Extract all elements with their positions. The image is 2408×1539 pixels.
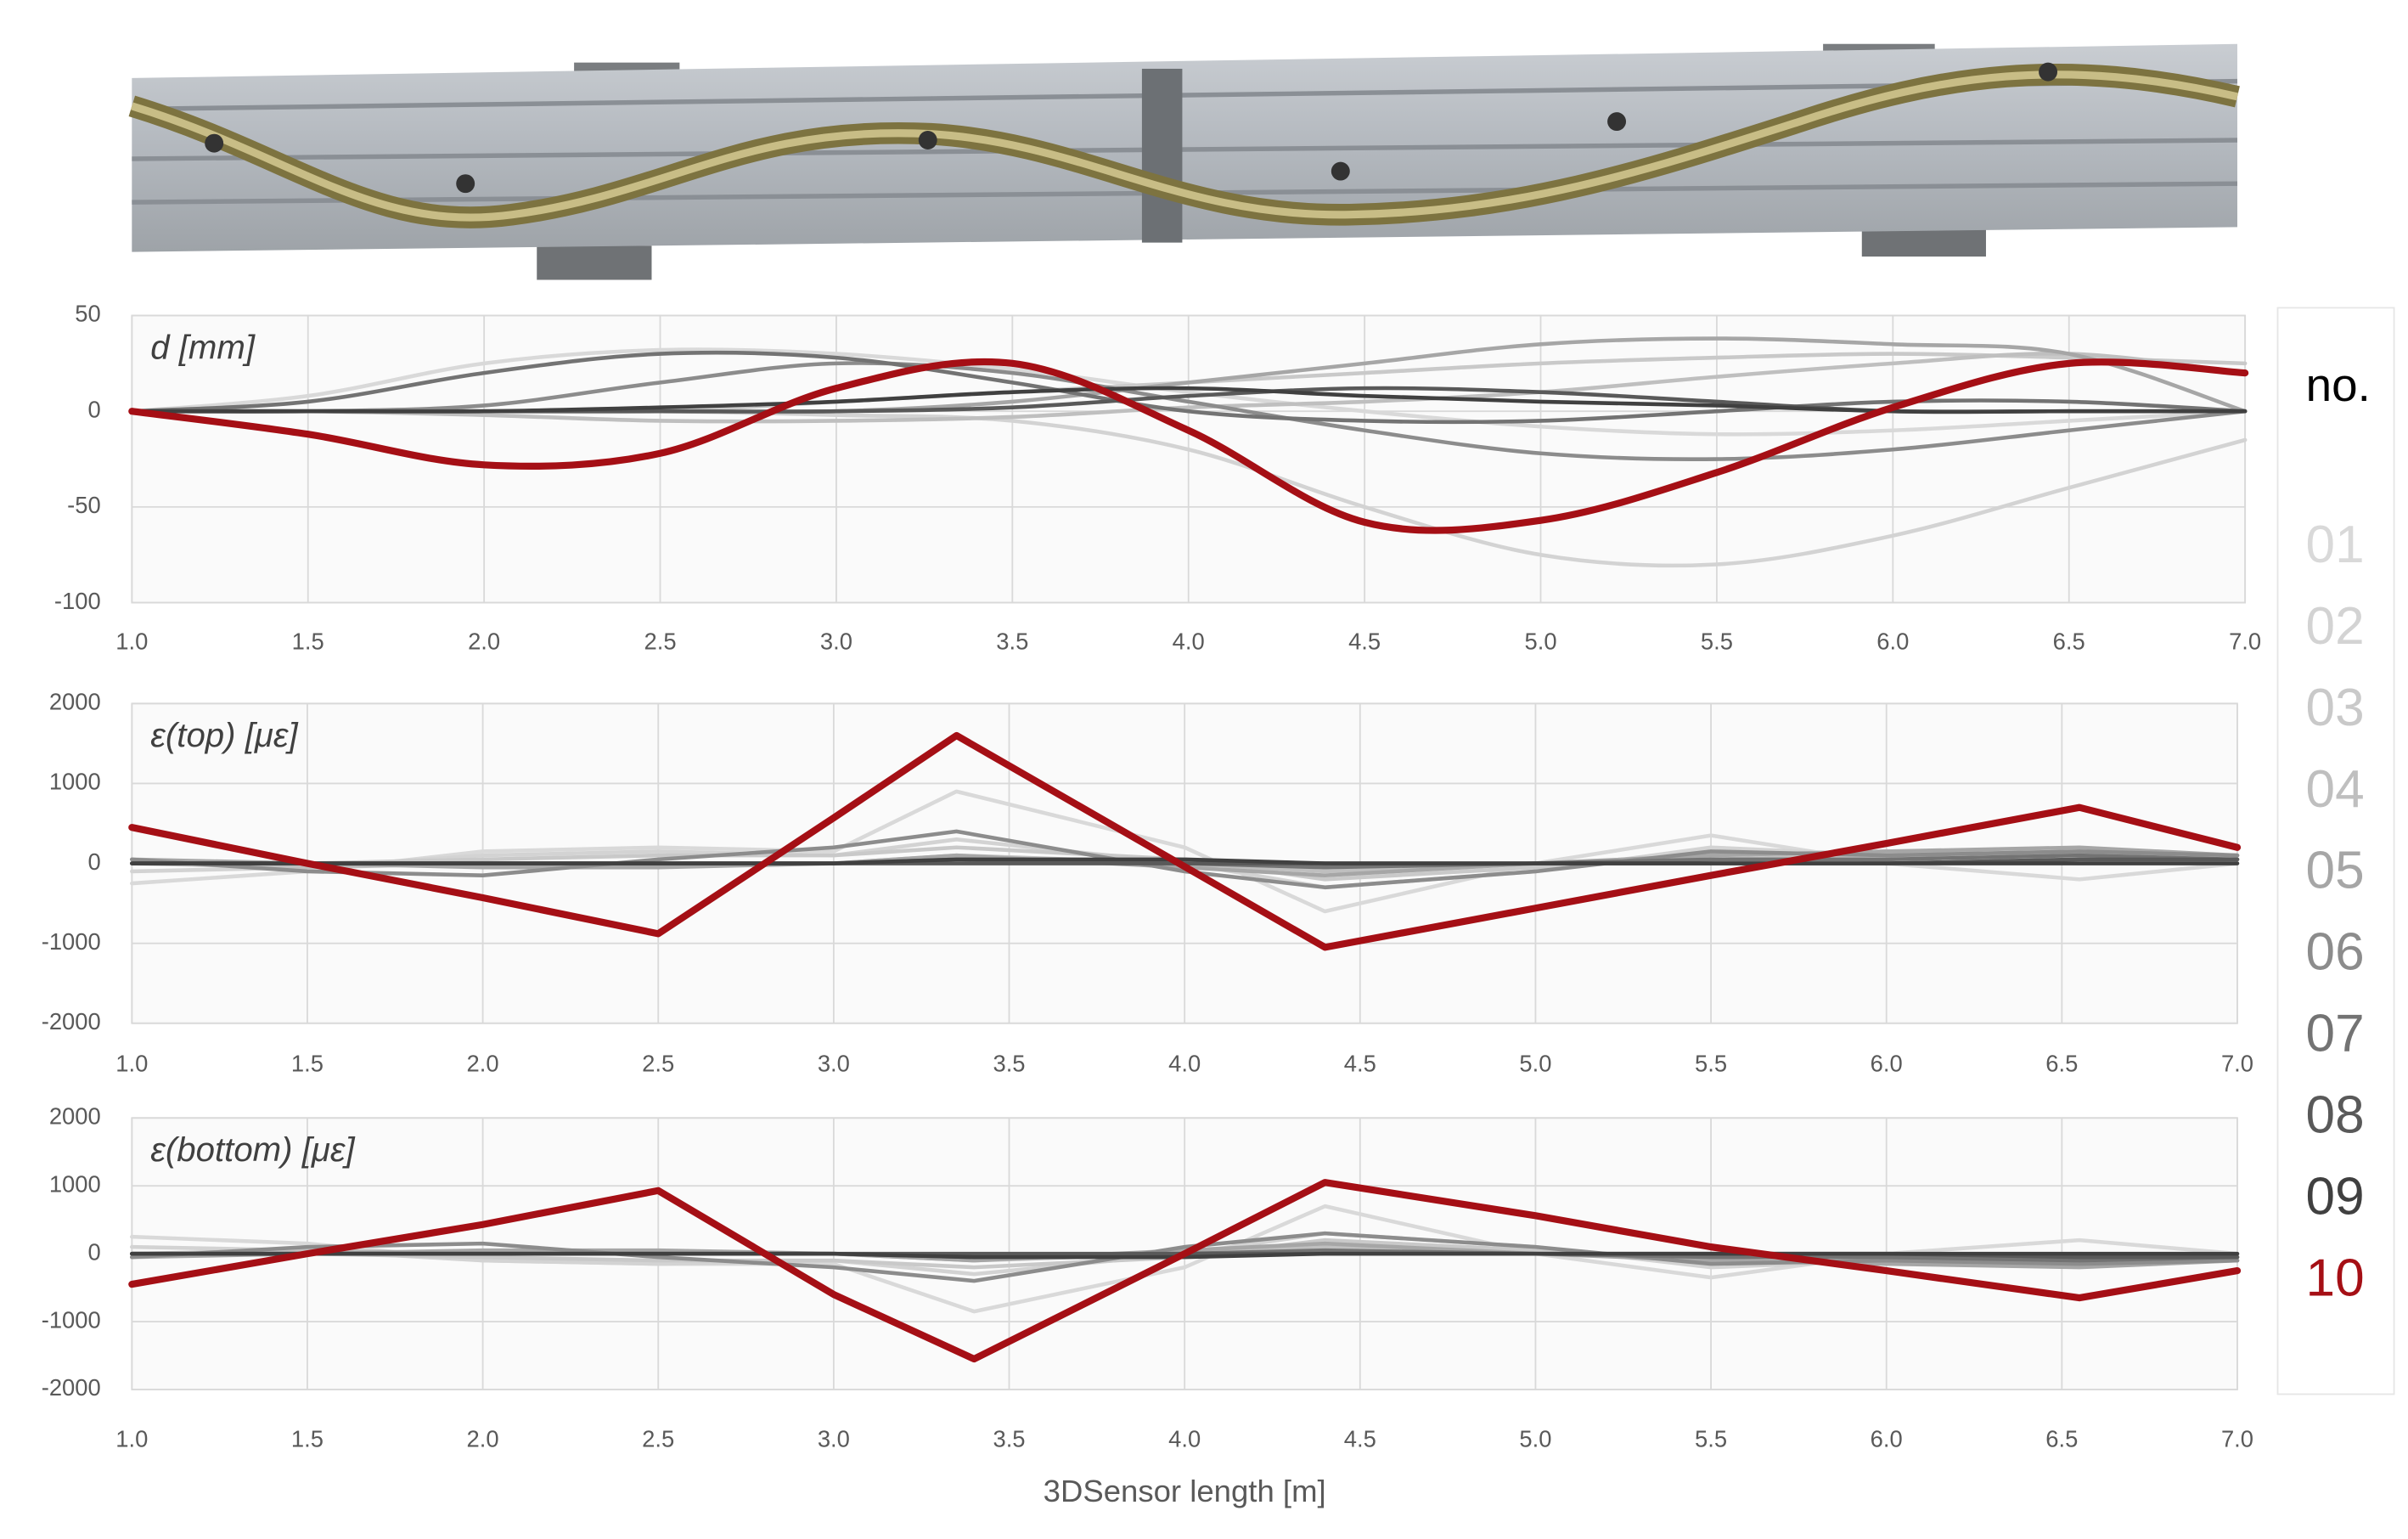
legend-label: 07	[2306, 1005, 2365, 1063]
x-tick-label: 2.0	[467, 1050, 499, 1076]
x-tick-label: 1.0	[115, 1050, 148, 1076]
y-tick-label: -50	[67, 492, 101, 518]
legend-label: 06	[2306, 923, 2365, 982]
y-tick-label: 1000	[49, 769, 101, 795]
x-tick-label: 2.5	[642, 1426, 674, 1452]
series-line	[130, 857, 2240, 865]
x-tick-label: 2.5	[642, 1050, 674, 1076]
legend-title: no.	[2306, 358, 2371, 411]
y-tick-label: 50	[75, 301, 100, 327]
x-tick-label: 6.0	[1871, 1426, 1903, 1452]
x-tick-label: 5.5	[1701, 628, 1733, 654]
x-tick-label: 2.0	[467, 1426, 499, 1452]
x-tick-label: 4.5	[1344, 1426, 1376, 1452]
x-tick-label: 5.5	[1695, 1426, 1727, 1452]
x-tick-label: 3.0	[818, 1050, 850, 1076]
x-tick-label: 4.5	[1344, 1050, 1376, 1076]
y-tick-label: 0	[88, 848, 101, 875]
x-tick-label: 3.0	[818, 1426, 850, 1452]
legend-box	[2276, 307, 2395, 1395]
legend-label: 02	[2306, 597, 2365, 656]
x-tick-label: 3.5	[993, 1050, 1025, 1076]
y-tick-label: 2000	[49, 1102, 101, 1129]
series-line	[128, 731, 2242, 951]
chart-title: d [mm]	[150, 328, 256, 366]
x-tick-label: 5.0	[1519, 1050, 1551, 1076]
legend-label: 05	[2306, 842, 2365, 900]
series-line	[130, 347, 2248, 437]
y-tick-label: -2000	[42, 1374, 101, 1401]
y-tick-label: 2000	[49, 689, 101, 715]
y-tick-label: -2000	[42, 1008, 101, 1034]
x-tick-label: 6.0	[1871, 1050, 1903, 1076]
x-tick-label: 7.0	[2229, 628, 2261, 654]
x-tick-label: 7.0	[2221, 1426, 2253, 1452]
series-line	[130, 350, 2248, 425]
x-tick-label: 3.5	[993, 1426, 1025, 1452]
legend-label: 04	[2306, 760, 2365, 819]
y-tick-label: 1000	[49, 1170, 101, 1197]
chart-title: ε(bottom) [με]	[150, 1130, 355, 1169]
x-tick-label: 1.0	[115, 1426, 148, 1452]
series-line	[130, 352, 2248, 424]
series-line	[128, 358, 2249, 534]
x-tick-label: 7.0	[2221, 1050, 2253, 1076]
y-tick-label: 0	[88, 396, 101, 422]
legend-label: 01	[2306, 516, 2365, 574]
legend-label: 08	[2306, 1086, 2365, 1145]
x-tick-label: 6.5	[2045, 1426, 2078, 1452]
x-tick-label: 4.5	[1348, 628, 1381, 654]
x-tick-label: 6.0	[1876, 628, 1909, 654]
y-tick-label: 0	[88, 1238, 101, 1265]
series-line	[130, 829, 2240, 890]
x-tick-label: 1.5	[291, 1426, 324, 1452]
x-tick-label: 1.0	[115, 628, 148, 654]
x-tick-label: 1.5	[291, 1050, 324, 1076]
x-tick-label: 6.5	[2045, 1050, 2078, 1076]
x-tick-label: 3.5	[996, 628, 1028, 654]
series-line	[130, 361, 2248, 461]
chart-title: ε(top) [με]	[150, 716, 298, 754]
x-tick-label: 2.0	[468, 628, 500, 654]
x-tick-label: 5.5	[1695, 1050, 1727, 1076]
y-tick-label: -1000	[42, 928, 101, 955]
series-line	[128, 1179, 2242, 1363]
x-tick-label: 1.5	[292, 628, 324, 654]
y-tick-label: -100	[54, 588, 101, 614]
series-line	[130, 1231, 2240, 1283]
x-tick-label: 2.5	[644, 628, 676, 654]
x-tick-label: 6.5	[2053, 628, 2085, 654]
series-line	[130, 386, 2248, 414]
legend-label: 03	[2306, 679, 2365, 737]
x-axis-title: 3DSensor length [m]	[1044, 1474, 1326, 1508]
sensor-photo	[128, 43, 2240, 280]
x-tick-label: 5.0	[1519, 1426, 1551, 1452]
legend-label: 10	[2306, 1249, 2365, 1307]
x-tick-label: 3.0	[820, 628, 852, 654]
x-tick-label: 5.0	[1524, 628, 1556, 654]
legend-label: 09	[2306, 1167, 2365, 1226]
x-tick-label: 4.0	[1168, 1426, 1201, 1452]
x-tick-label: 4.0	[1173, 628, 1205, 654]
y-tick-label: -1000	[42, 1306, 101, 1333]
x-tick-label: 4.0	[1168, 1050, 1201, 1076]
